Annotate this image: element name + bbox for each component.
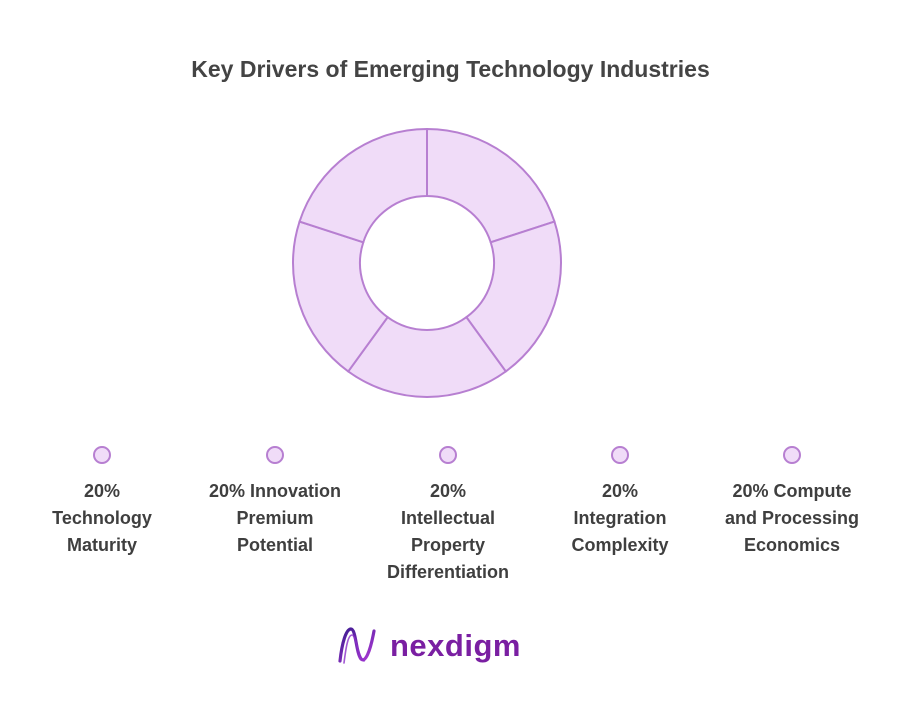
legend-item-compute-economics: 20% Compute and Processing Economics xyxy=(697,446,887,559)
donut-slice-2 xyxy=(464,220,562,373)
legend-item-innovation-premium: 20% Innovation Premium Potential xyxy=(180,446,370,559)
legend-marker xyxy=(93,446,111,464)
legend: 20% Technology Maturity 20% Innovation P… xyxy=(0,446,901,596)
legend-item-ip-differentiation: 20% Intellectual Property Differentiatio… xyxy=(353,446,543,586)
donut-slice-5 xyxy=(298,127,428,244)
nexdigm-logo-icon xyxy=(338,627,376,664)
legend-item-integration-complexity: 20% Integration Complexity xyxy=(525,446,715,559)
brand-logo: nexdigm xyxy=(334,622,521,670)
legend-marker xyxy=(611,446,629,464)
legend-marker xyxy=(439,446,457,464)
legend-marker xyxy=(783,446,801,464)
donut-chart xyxy=(292,127,562,398)
donut-slice-1 xyxy=(426,127,556,244)
chart-title: Key Drivers of Emerging Technology Indus… xyxy=(191,56,710,82)
logo-text: nexdigm xyxy=(390,628,521,663)
donut-slice-4 xyxy=(292,220,390,373)
legend-marker xyxy=(266,446,284,464)
legend-label: 20% Compute and Processing Economics xyxy=(724,481,860,555)
legend-label: 20% Innovation Premium Potential xyxy=(208,481,342,555)
legend-label: 20% Intellectual Property Differentiatio… xyxy=(386,481,509,582)
legend-label: 20% Integration Complexity xyxy=(571,481,669,555)
legend-label: 20% Technology Maturity xyxy=(52,481,152,555)
donut-slice-3 xyxy=(346,315,508,398)
legend-item-technology-maturity: 20% Technology Maturity xyxy=(7,446,197,559)
